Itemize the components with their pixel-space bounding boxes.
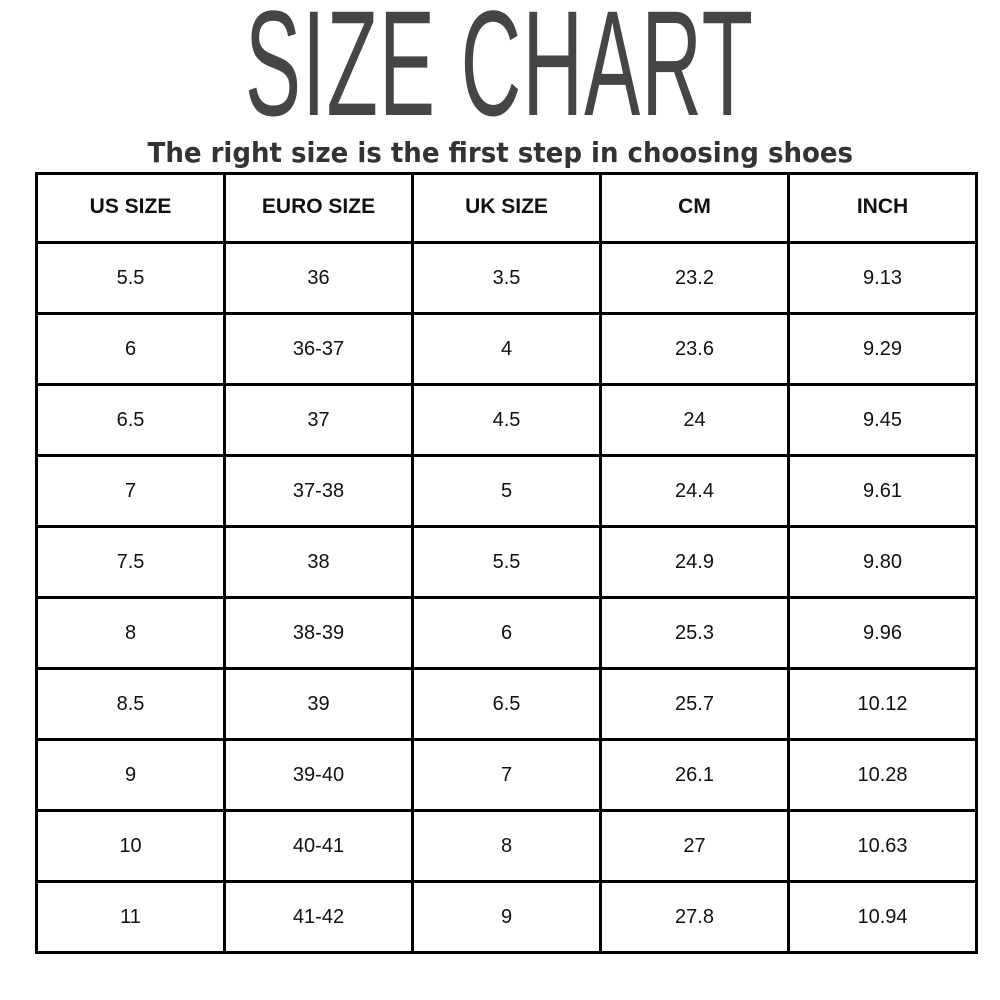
- table-cell: 36-37: [223, 312, 414, 386]
- table-row: 5.5 36 3.5 23.2 9.13: [35, 241, 978, 315]
- table-cell: 5.5: [35, 241, 226, 315]
- table-cell: 23.2: [599, 241, 790, 315]
- table-cell: 26.1: [599, 738, 790, 812]
- table-row: 11 41-42 9 27.8 10.94: [35, 880, 978, 954]
- column-header: US SIZE: [35, 172, 226, 244]
- table-row: 7 37-38 5 24.4 9.61: [35, 454, 978, 528]
- table-cell: 9.61: [787, 454, 978, 528]
- table-cell: 6: [35, 312, 226, 386]
- table-cell: 36: [223, 241, 414, 315]
- table-cell: 10.94: [787, 880, 978, 954]
- table-header-row: US SIZE EURO SIZE UK SIZE CM INCH: [35, 172, 978, 244]
- column-header: EURO SIZE: [223, 172, 414, 244]
- table-cell: 37-38: [223, 454, 414, 528]
- table-cell: 24: [599, 383, 790, 457]
- table-row: 9 39-40 7 26.1 10.28: [35, 738, 978, 812]
- table-cell: 7: [411, 738, 602, 812]
- table-cell: 9.29: [787, 312, 978, 386]
- table-row: 10 40-41 8 27 10.63: [35, 809, 978, 883]
- table-cell: 24.9: [599, 525, 790, 599]
- table-cell: 4: [411, 312, 602, 386]
- table-cell: 40-41: [223, 809, 414, 883]
- table-cell: 9.96: [787, 596, 978, 670]
- table-cell: 41-42: [223, 880, 414, 954]
- page-title: SIZE CHART: [0, 0, 1000, 138]
- table-cell: 5: [411, 454, 602, 528]
- column-header: INCH: [787, 172, 978, 244]
- table-cell: 38: [223, 525, 414, 599]
- page-title-text: SIZE CHART: [245, 0, 755, 147]
- table-body: 5.5 36 3.5 23.2 9.13 6 36-37 4 23.6 9.29 6.5 37 4.5 2…: [35, 241, 978, 954]
- table-row: 8 38-39 6 25.3 9.96: [35, 596, 978, 670]
- table-cell: 10.12: [787, 667, 978, 741]
- table-cell: 9.13: [787, 241, 978, 315]
- table-cell: 37: [223, 383, 414, 457]
- table-cell: 10.63: [787, 809, 978, 883]
- table-cell: 5.5: [411, 525, 602, 599]
- table-cell: 27: [599, 809, 790, 883]
- table-row: 7.5 38 5.5 24.9 9.80: [35, 525, 978, 599]
- table-cell: 23.6: [599, 312, 790, 386]
- table-cell: 10: [35, 809, 226, 883]
- table-cell: 8: [35, 596, 226, 670]
- table-cell: 39: [223, 667, 414, 741]
- table-cell: 4.5: [411, 383, 602, 457]
- table-cell: 7: [35, 454, 226, 528]
- table-row: 6.5 37 4.5 24 9.45: [35, 383, 978, 457]
- table-cell: 8.5: [35, 667, 226, 741]
- table-cell: 10.28: [787, 738, 978, 812]
- column-header: UK SIZE: [411, 172, 602, 244]
- table-cell: 11: [35, 880, 226, 954]
- table-cell: 9: [411, 880, 602, 954]
- table-cell: 9.80: [787, 525, 978, 599]
- table-cell: 9: [35, 738, 226, 812]
- column-header: CM: [599, 172, 790, 244]
- table-cell: 6.5: [35, 383, 226, 457]
- table-row: 8.5 39 6.5 25.7 10.12: [35, 667, 978, 741]
- table-cell: 6.5: [411, 667, 602, 741]
- table-cell: 38-39: [223, 596, 414, 670]
- table-cell: 6: [411, 596, 602, 670]
- table-row: 6 36-37 4 23.6 9.29: [35, 312, 978, 386]
- table-cell: 9.45: [787, 383, 978, 457]
- size-chart-table: US SIZE EURO SIZE UK SIZE CM INCH 5.5 36 3.5 23…: [35, 172, 978, 954]
- table-cell: 25.7: [599, 667, 790, 741]
- table-cell: 27.8: [599, 880, 790, 954]
- subtitle-text: The right size is the first step in choo…: [147, 136, 853, 169]
- table-cell: 3.5: [411, 241, 602, 315]
- table-cell: 39-40: [223, 738, 414, 812]
- table-cell: 8: [411, 809, 602, 883]
- subtitle: The right size is the first step in choo…: [0, 136, 1000, 169]
- table-cell: 7.5: [35, 525, 226, 599]
- table-cell: 24.4: [599, 454, 790, 528]
- table-cell: 25.3: [599, 596, 790, 670]
